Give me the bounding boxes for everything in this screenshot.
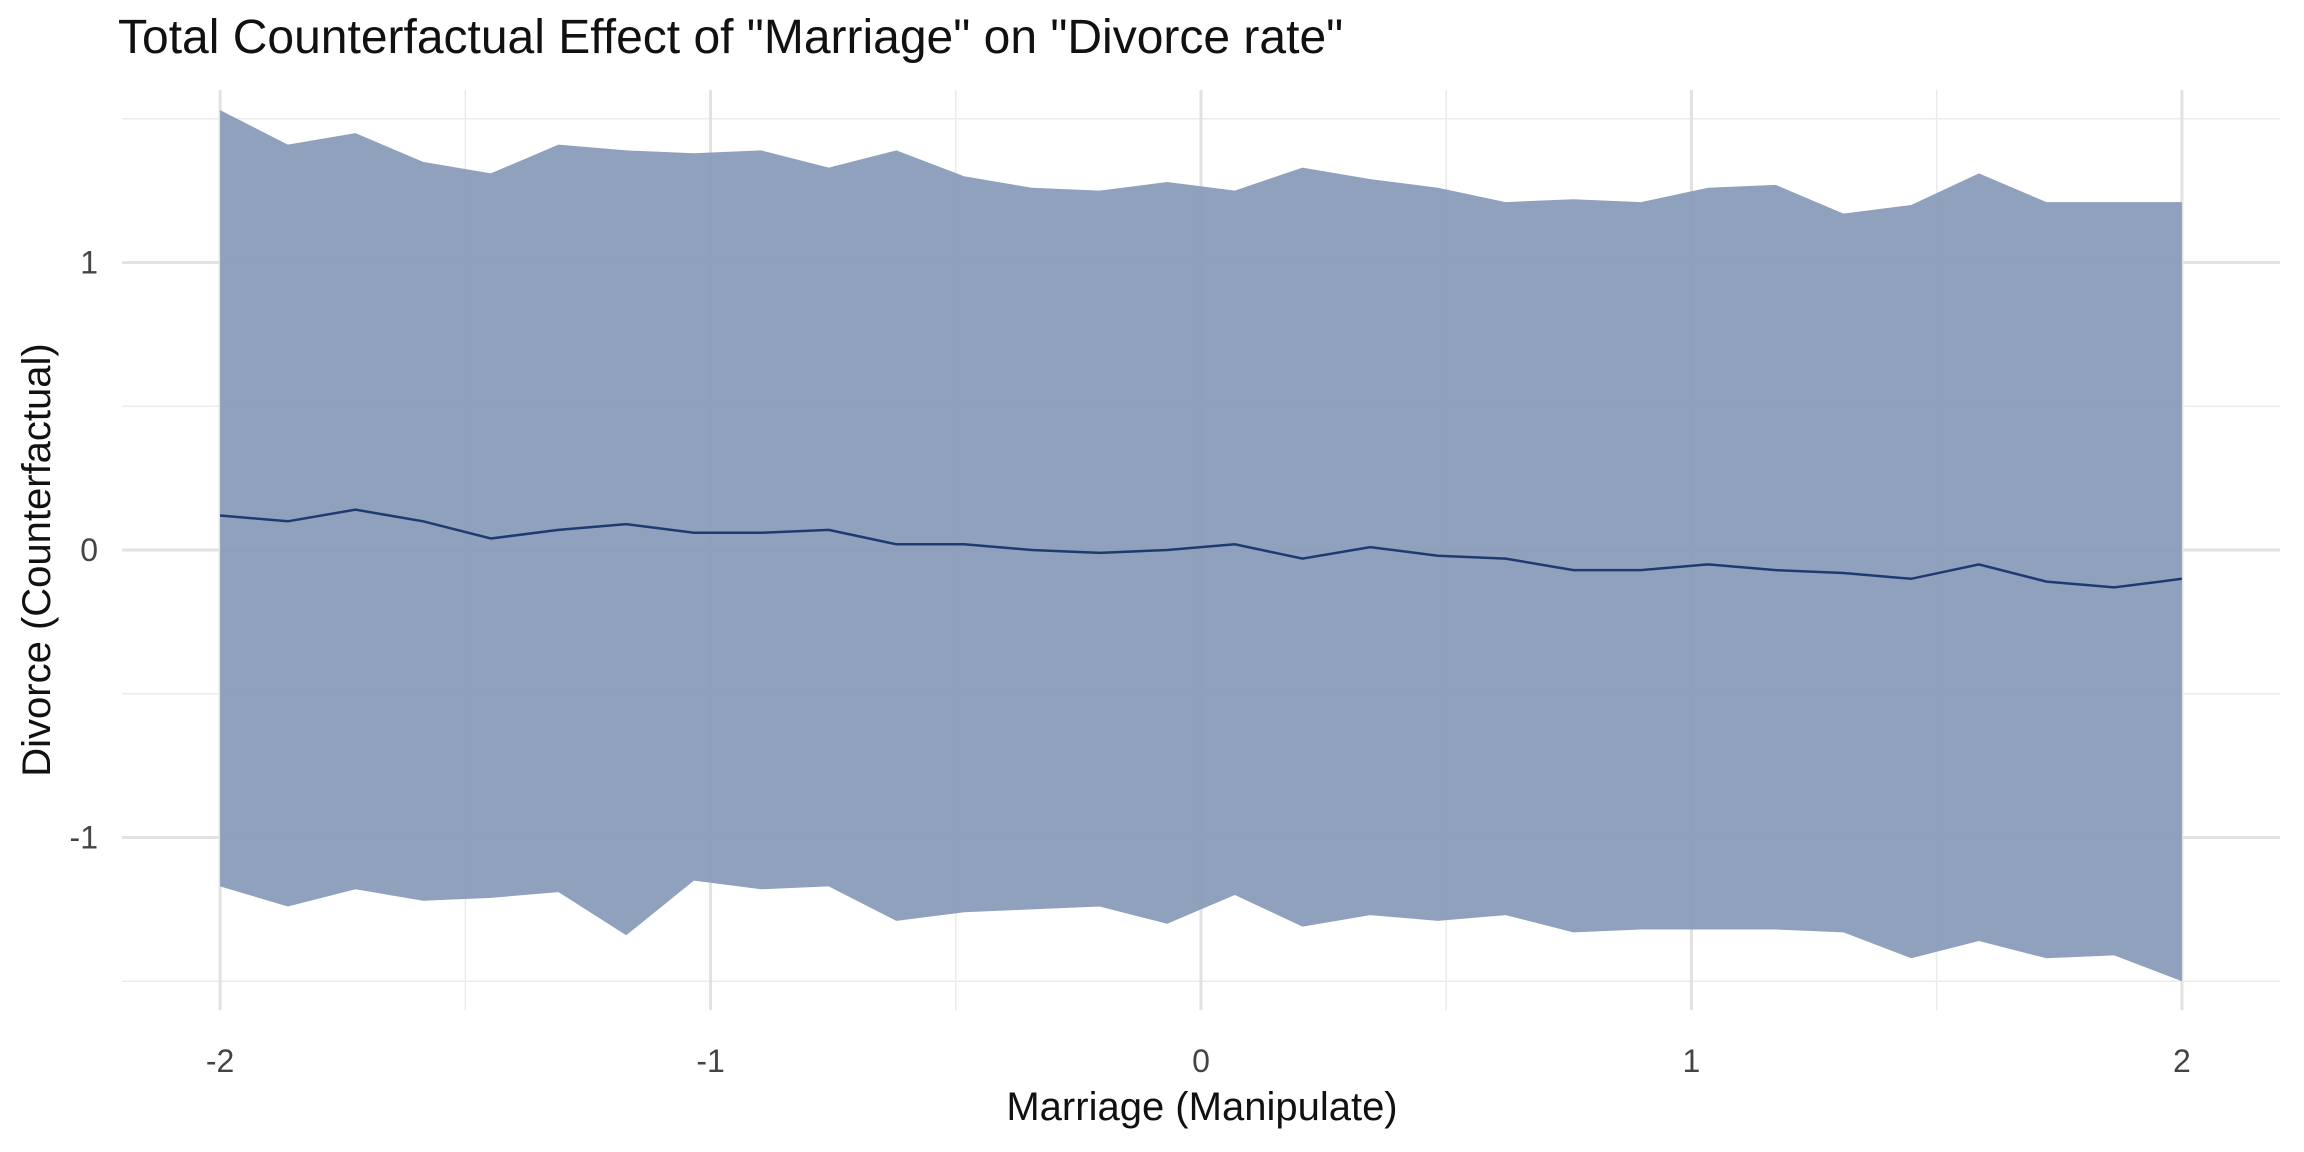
interval-ribbon	[220, 110, 2182, 982]
x-tick-label: -1	[696, 1043, 724, 1079]
tick-labels: -2 -1 0 1 2 -1 0 1	[70, 245, 2191, 1080]
x-tick-label: -2	[206, 1043, 234, 1079]
mean-line	[219, 508, 2183, 589]
y-tick-label: 0	[80, 532, 98, 568]
x-tick-label: 2	[2173, 1043, 2191, 1079]
chart-title: Total Counterfactual Effect of "Marriage…	[118, 11, 1344, 64]
y-tick-label: 1	[80, 245, 98, 281]
y-axis-title: Divorce (Counterfactual)	[15, 343, 59, 777]
x-tick-label: 1	[1683, 1043, 1701, 1079]
x-axis-title: Marriage (Manipulate)	[1006, 1085, 1397, 1129]
x-tick-label: 0	[1192, 1043, 1210, 1079]
y-tick-label: -1	[70, 820, 98, 856]
